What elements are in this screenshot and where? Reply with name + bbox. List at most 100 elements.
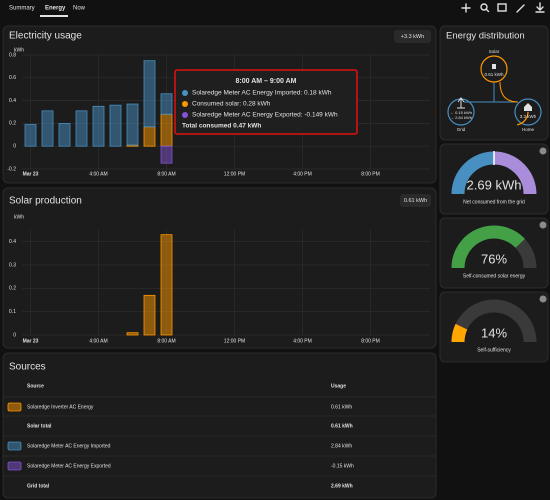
column-header: Source xyxy=(27,383,44,389)
badge xyxy=(400,194,431,207)
node-value: → 2.84 kWh xyxy=(450,115,472,120)
x-tick-label: 12:00 PM xyxy=(224,338,245,344)
home-node-solar xyxy=(516,111,529,126)
bar xyxy=(126,103,139,146)
node-label: Solar xyxy=(489,49,500,54)
toolbar-icons[interactable] xyxy=(461,2,545,13)
gauge-value-label: 76% xyxy=(481,251,507,266)
gauge-caption: Net consumed from the grid xyxy=(463,199,525,205)
tab: Energy xyxy=(45,6,66,12)
node-value: ← 0.15 kWh xyxy=(450,110,472,115)
bar xyxy=(109,104,122,147)
tooltip-swatch xyxy=(182,101,188,107)
bar xyxy=(58,123,71,147)
bar xyxy=(160,234,173,336)
tooltip-total: Total consumed 0.47 kWh xyxy=(182,123,261,130)
source-name: Solaredge Meter AC Energy Exported xyxy=(27,463,111,469)
source-swatch xyxy=(7,461,22,471)
tooltip-title: 8:00 AM – 9:00 AM xyxy=(236,78,297,85)
gauge-value-label: 14% xyxy=(481,325,507,340)
card-title: Electricity usage xyxy=(9,31,82,42)
y-tick-label: 0.3 xyxy=(9,262,16,268)
badge-text: 0.61 kWh xyxy=(404,198,427,204)
gauge-segment xyxy=(451,151,495,195)
gauge-caption: Self-sufficiency xyxy=(477,347,511,353)
x-tick-label: 8:00 PM xyxy=(361,171,380,177)
edit-icon[interactable] xyxy=(516,4,525,13)
gauge-value-label: 2.69 kWh xyxy=(467,177,522,192)
y-tick-label: 0.2 xyxy=(9,286,16,292)
source-usage: 0.61 kWh xyxy=(331,423,353,429)
top-bar xyxy=(0,0,550,18)
tooltip-swatch xyxy=(182,112,188,118)
info-icon[interactable] xyxy=(539,147,547,155)
source-name: Solaredge Meter AC Energy Imported xyxy=(27,443,111,449)
source-name: Grid total xyxy=(27,483,50,489)
x-tick-label: 4:00 PM xyxy=(293,338,312,344)
tooltip-line: Solaredge Meter AC Energy Exported: -0.1… xyxy=(192,112,338,119)
tab: Now xyxy=(73,6,86,12)
bar xyxy=(143,126,156,147)
x-tick-label: Mar 23 xyxy=(23,171,39,177)
source-name: Solaredge Inverter AC Energy xyxy=(27,404,94,410)
card-title: Sources xyxy=(9,362,46,373)
card-title: Solar production xyxy=(9,196,82,207)
column-header: Usage xyxy=(331,383,346,389)
bar xyxy=(160,145,173,164)
y-tick-label: -0.2 xyxy=(7,166,16,172)
bar xyxy=(143,294,156,336)
y-tick-label: 0.4 xyxy=(9,239,16,245)
source-usage: 2.84 kWh xyxy=(331,443,352,449)
badge-text: +3.3 kWh xyxy=(401,34,424,40)
source-swatch xyxy=(7,402,22,412)
download-icon[interactable] xyxy=(535,2,545,13)
search-icon-handle xyxy=(485,8,490,13)
gauge-caption: Self-consumed solar energy xyxy=(463,273,526,279)
x-tick-label: 4:00 AM xyxy=(89,338,107,344)
y-tick-label: 0.4 xyxy=(9,98,16,104)
bar xyxy=(160,93,173,115)
x-tick-label: 4:00 PM xyxy=(293,171,312,177)
solar-icon xyxy=(492,64,496,69)
source-swatch xyxy=(7,441,22,451)
x-tick-label: 8:00 PM xyxy=(361,338,380,344)
gauge-value xyxy=(451,225,525,269)
x-tick-label: 8:00 AM xyxy=(157,171,175,177)
tab: Summary xyxy=(9,6,35,12)
x-tick-label: 12:00 PM xyxy=(224,171,245,177)
search-icon[interactable] xyxy=(480,3,488,11)
source-usage: -0.15 kWh xyxy=(331,463,354,469)
card-title: Energy distribution xyxy=(446,31,525,42)
home-icon xyxy=(524,103,532,111)
grid-icon xyxy=(457,97,465,109)
y-tick-label: 0.6 xyxy=(9,75,16,81)
source-name: Solar total xyxy=(27,423,52,429)
bar xyxy=(24,124,37,147)
source-usage: 0.61 kWh xyxy=(331,404,352,410)
flow-line xyxy=(499,81,519,103)
y-axis-label: kWh xyxy=(14,47,24,53)
active-tab-underline xyxy=(40,15,68,17)
bar xyxy=(143,60,156,128)
assist-icon[interactable] xyxy=(497,3,507,12)
add-icon[interactable] xyxy=(461,3,471,13)
home-node[interactable] xyxy=(514,98,542,126)
solar-card xyxy=(2,187,437,349)
y-tick-label: 0.2 xyxy=(9,121,16,127)
x-tick-label: 4:00 AM xyxy=(89,171,107,177)
tooltip xyxy=(174,69,358,135)
sources-card xyxy=(2,352,437,499)
badge xyxy=(394,30,431,43)
info-icon[interactable] xyxy=(539,295,547,303)
y-axis-label: kWh xyxy=(14,214,24,220)
y-tick-label: 0.1 xyxy=(9,309,16,315)
solar-node[interactable] xyxy=(480,55,508,83)
info-icon[interactable] xyxy=(539,221,547,229)
x-tick-label: Mar 23 xyxy=(23,338,39,344)
tooltip-swatch xyxy=(182,90,188,96)
x-tick-label: 8:00 AM xyxy=(157,338,175,344)
bar xyxy=(41,110,54,147)
gauge-value xyxy=(451,323,468,343)
